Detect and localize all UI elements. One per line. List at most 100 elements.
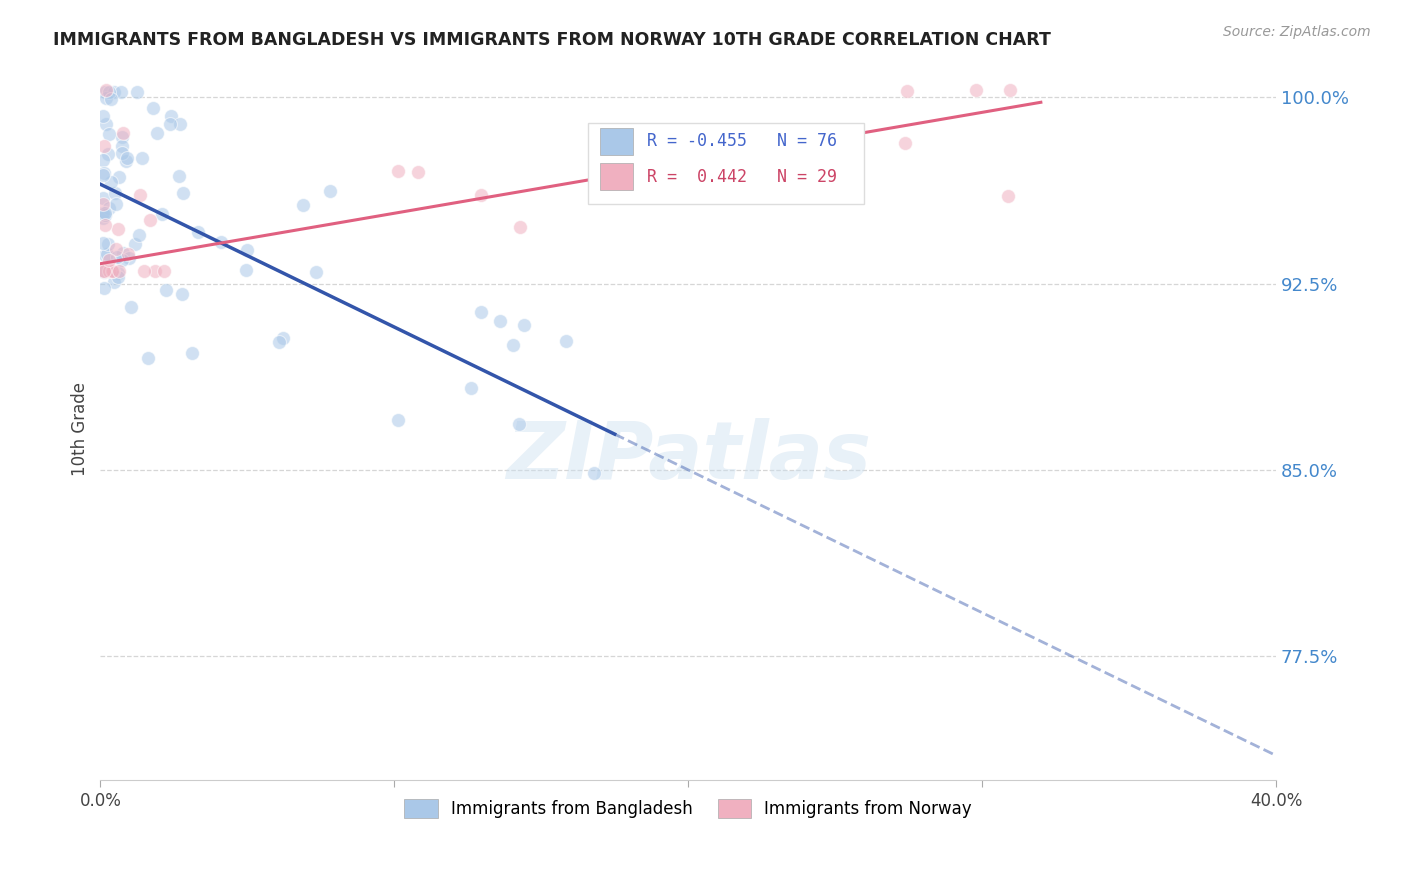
Point [187, 225, 209, 239]
Point [896, 84, 918, 98]
Point [91, 206, 114, 220]
Point [115, 154, 138, 169]
Text: ZIPatlas: ZIPatlas [506, 418, 870, 496]
Point [172, 186, 194, 200]
Point [93, 281, 115, 295]
Point [508, 417, 530, 432]
Point [91, 109, 114, 123]
Point [111, 253, 134, 268]
Point [91, 264, 114, 278]
Point [143, 264, 166, 278]
Point [103, 275, 125, 289]
Point [894, 136, 917, 150]
Point [103, 86, 125, 100]
Point [94, 91, 117, 105]
Point [94, 209, 117, 223]
Point [554, 334, 576, 349]
Point [105, 250, 128, 264]
Point [107, 264, 129, 278]
Point [160, 108, 183, 122]
Point [155, 283, 177, 297]
Point [150, 207, 173, 221]
Point [111, 130, 134, 145]
Point [97, 127, 120, 141]
Point [98, 86, 121, 100]
Point [96, 246, 118, 260]
Point [167, 169, 190, 184]
Point [124, 237, 146, 252]
Point [91, 191, 114, 205]
Point [93, 139, 115, 153]
Point [142, 101, 165, 115]
Point [93, 264, 115, 278]
Point [1000, 83, 1022, 97]
Point [110, 86, 132, 100]
Point [101, 264, 124, 278]
Point [128, 227, 150, 242]
Point [460, 381, 482, 395]
Point [108, 170, 131, 185]
Point [172, 287, 194, 301]
Point [117, 247, 139, 261]
Point [94, 86, 117, 100]
Point [107, 269, 129, 284]
Point [98, 252, 121, 267]
Point [93, 166, 115, 180]
Point [509, 220, 531, 235]
Point [111, 139, 134, 153]
Point [267, 334, 290, 349]
Point [97, 201, 120, 215]
Point [93, 168, 115, 182]
Legend: Immigrants from Bangladesh, Immigrants from Norway: Immigrants from Bangladesh, Immigrants f… [398, 792, 979, 825]
Point [319, 185, 342, 199]
Point [91, 153, 114, 168]
Point [91, 236, 114, 251]
Point [153, 264, 176, 278]
Bar [600, 128, 633, 154]
Point [100, 92, 122, 106]
Point [583, 467, 606, 481]
Point [128, 188, 150, 202]
Point [291, 197, 314, 211]
Point [96, 83, 118, 97]
Point [97, 237, 120, 252]
Point [159, 117, 181, 131]
Point [387, 413, 409, 427]
Point [94, 117, 117, 131]
Text: R =  0.442   N = 29: R = 0.442 N = 29 [647, 168, 837, 186]
Point [502, 337, 524, 351]
Point [271, 330, 294, 344]
Point [118, 251, 141, 265]
Point [104, 186, 127, 200]
Text: IMMIGRANTS FROM BANGLADESH VS IMMIGRANTS FROM NORWAY 10TH GRADE CORRELATION CHAR: IMMIGRANTS FROM BANGLADESH VS IMMIGRANTS… [53, 31, 1052, 49]
Point [107, 266, 129, 280]
Point [105, 197, 128, 211]
Point [997, 189, 1019, 203]
Point [470, 188, 492, 202]
Point [305, 265, 328, 279]
Point [104, 242, 127, 256]
Point [94, 219, 117, 233]
Point [91, 196, 114, 211]
Point [93, 247, 115, 261]
Point [100, 175, 122, 189]
Point [169, 117, 191, 131]
Point [209, 235, 232, 250]
Point [94, 206, 117, 220]
Point [125, 86, 148, 100]
Y-axis label: 10th Grade: 10th Grade [72, 382, 89, 475]
Point [408, 165, 430, 179]
Point [111, 127, 134, 141]
Point [139, 212, 162, 227]
Point [111, 245, 134, 260]
Point [235, 263, 257, 277]
Text: R = -0.455   N = 76: R = -0.455 N = 76 [647, 132, 837, 151]
Point [136, 351, 159, 365]
Point [107, 222, 129, 236]
Point [965, 83, 987, 97]
Point [131, 152, 153, 166]
Point [101, 264, 124, 278]
Point [146, 127, 169, 141]
Point [111, 146, 134, 161]
Point [470, 304, 492, 318]
